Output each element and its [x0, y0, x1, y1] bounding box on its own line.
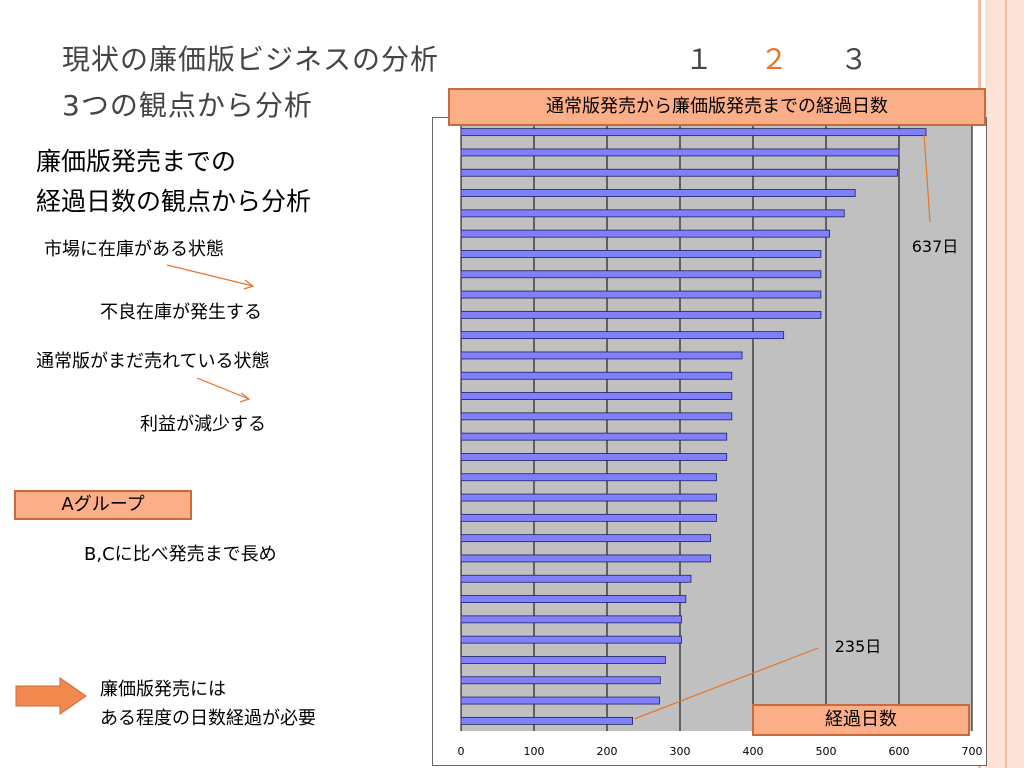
x-tick-label: 400: [743, 745, 764, 758]
bar: [460, 534, 712, 543]
x-tick-label: 200: [597, 745, 618, 758]
bar: [460, 716, 633, 725]
section-heading-line1: 廉価版発売までの: [36, 147, 237, 176]
bar: [460, 331, 785, 340]
bar: [460, 209, 845, 218]
point1-result: 不良在庫が発生する: [100, 302, 262, 323]
annotation-min-line: [634, 647, 819, 720]
conclusion-line1: 廉価版発売には: [100, 679, 226, 700]
page-indicator-1: １: [685, 43, 714, 76]
slide-subtitle: 3つの観点から分析: [62, 89, 313, 122]
bar: [460, 574, 692, 583]
bar: [460, 432, 728, 441]
x-tick-label: 100: [524, 745, 545, 758]
x-axis-label-box: 経過日数: [752, 704, 970, 736]
bar: [460, 656, 666, 664]
page-indicator-3: ３: [840, 43, 869, 76]
bar: [460, 290, 822, 299]
annotation-min-label: 235日: [835, 637, 882, 656]
bar: [460, 351, 743, 360]
section-heading-line2: 経過日数の観点から分析: [36, 187, 312, 216]
bar: [460, 453, 728, 461]
x-axis-label: 経過日数: [825, 709, 897, 730]
bar: [460, 473, 717, 482]
bar: [460, 513, 717, 522]
x-tick-label: 500: [816, 745, 837, 758]
bar: [460, 229, 831, 238]
group-label: Aグループ: [61, 494, 145, 515]
point2-text: 通常版がまだ売れている状態: [36, 351, 270, 372]
annotation-max-line: [923, 134, 931, 223]
point1-text: 市場に在庫がある状態: [44, 239, 224, 260]
bar: [460, 189, 856, 197]
x-tick-label: 0: [458, 745, 465, 758]
x-tick-label: 600: [889, 745, 910, 758]
bar: [460, 250, 822, 258]
bar: [460, 595, 687, 603]
x-tick-label: 300: [670, 745, 691, 758]
bar: [460, 635, 682, 644]
plot-area: [461, 122, 972, 731]
bar: [460, 412, 733, 421]
bar: [460, 371, 733, 380]
bar: [460, 676, 661, 685]
conclusion-line2: ある程度の日数経過が必要: [100, 708, 316, 729]
group-label-box: Aグループ: [14, 490, 192, 520]
bar: [460, 270, 822, 279]
bar: [460, 128, 927, 137]
point2-arrow-icon: [196, 377, 251, 403]
bar: [460, 310, 822, 319]
edge-stripe: [985, 0, 1024, 768]
bar: [460, 615, 682, 624]
point1-arrow-icon: [166, 264, 255, 290]
bar: [460, 493, 717, 502]
page-indicator-2: ２: [760, 43, 789, 76]
bar: [460, 554, 712, 563]
edge-stripe: [1005, 0, 1007, 768]
slide-title: 現状の廉価版ビジネスの分析: [62, 43, 440, 76]
chart-title-box: 通常版発売から廉価版発売までの経過日数: [448, 88, 986, 126]
bar: [460, 392, 733, 400]
chart-title: 通常版発売から廉価版発売までの経過日数: [546, 96, 888, 117]
bar: [460, 148, 900, 157]
annotation-max-label: 637日: [912, 237, 959, 256]
bar: [460, 696, 660, 705]
bar: [460, 168, 898, 177]
conclusion-arrow-icon: [15, 677, 87, 715]
x-tick-label: 700: [962, 745, 983, 758]
group-note: B,Cに比べ発売まで長め: [84, 544, 277, 565]
point2-result: 利益が減少する: [140, 414, 266, 435]
